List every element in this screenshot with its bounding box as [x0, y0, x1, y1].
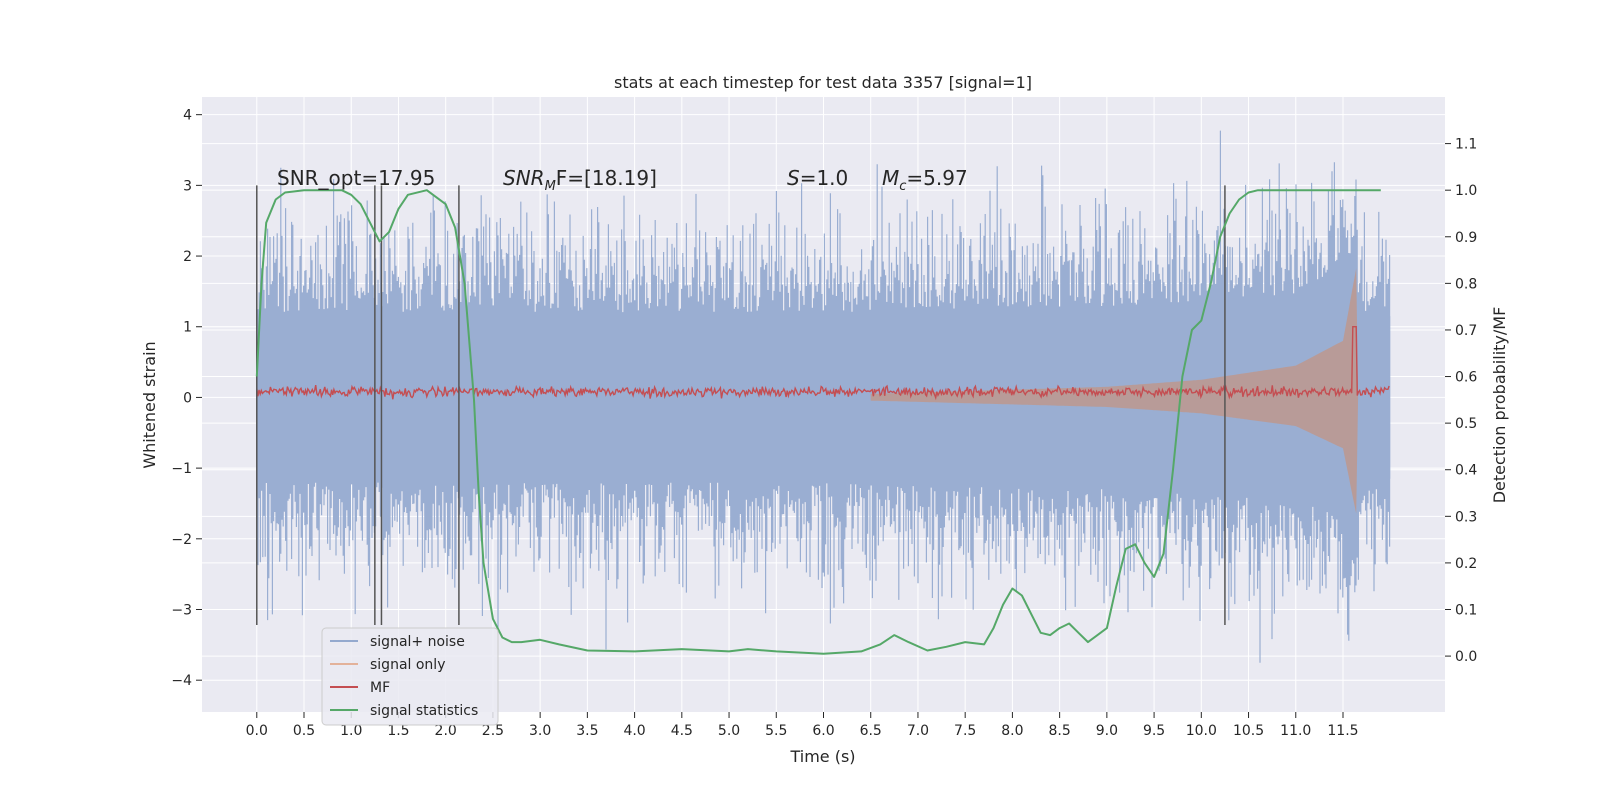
y-right-tick-label: 0.5	[1455, 416, 1477, 432]
y-tick-label: 3	[183, 178, 192, 194]
y-right-tick-label: 0.7	[1455, 323, 1477, 339]
signal-only-envelope	[870, 268, 1359, 514]
annotation-mc: Mc=5.97	[882, 166, 968, 194]
y-axis-ticks: 4 3 2 1 0 −1 −2 −3 −4	[171, 108, 202, 689]
legend-label-signal-only: signal only	[370, 657, 445, 673]
x-tick-label: 4.5	[671, 723, 693, 739]
y-tick-label: −3	[171, 603, 192, 619]
x-tick-label: 8.5	[1048, 723, 1070, 739]
x-tick-label: 6.5	[860, 723, 882, 739]
y-right-tick-label: 0.8	[1455, 276, 1477, 292]
x-tick-label: 6.0	[812, 723, 834, 739]
y-axis-right-ticks: 1.1 1.0 0.9 0.8 0.7 0.6 0.5 0.4 0.3 0.2 0.1 0.0	[1445, 137, 1477, 665]
x-tick-label: 2.0	[435, 723, 457, 739]
annotation-mc-sub: c	[899, 179, 906, 194]
legend-label-mf: MF	[370, 680, 390, 696]
annotation-mc-rest: =5.97	[906, 166, 967, 190]
legend: signal+ noise signal only MF signal stat…	[321, 627, 499, 726]
x-tick-label: 9.5	[1143, 723, 1165, 739]
y-tick-label: −4	[171, 673, 192, 689]
legend-box	[321, 627, 499, 726]
x-tick-label: 3.0	[529, 723, 551, 739]
y-tick-label: 1	[183, 320, 192, 336]
x-tick-label: 8.0	[1001, 723, 1023, 739]
y-right-tick-label: 0.4	[1455, 463, 1477, 479]
y-tick-label: −2	[171, 532, 192, 548]
x-tick-label: 10.5	[1233, 723, 1264, 739]
y-axis-right-label: Detection probability/MF	[1490, 307, 1509, 504]
signal-statistics-line	[255, 189, 1381, 655]
x-tick-label: 0.0	[246, 723, 268, 739]
x-tick-label: 11.0	[1280, 723, 1311, 739]
legend-label-signal-noise: signal+ noise	[370, 634, 465, 650]
x-tick-label: 1.5	[387, 723, 409, 739]
y-right-tick-label: 0.0	[1455, 649, 1477, 665]
annotation-mc-main: M	[882, 166, 899, 190]
x-tick-label: 1.0	[340, 723, 362, 739]
y-right-tick-label: 0.1	[1455, 603, 1477, 619]
y-tick-label: −1	[171, 461, 192, 477]
x-tick-label: 3.5	[576, 723, 598, 739]
chart-title: stats at each timestep for test data 335…	[614, 73, 1032, 92]
x-tick-label: 2.5	[482, 723, 504, 739]
y-right-tick-label: 1.1	[1455, 137, 1477, 153]
annotation-snr-mf-main: SNR	[503, 166, 545, 190]
y-tick-label: 4	[183, 108, 192, 124]
x-tick-label: 0.5	[293, 723, 315, 739]
x-tick-label: 5.0	[718, 723, 740, 739]
vertical-markers	[256, 185, 1226, 626]
series-mf	[256, 326, 1390, 401]
series-signal-only	[870, 268, 1359, 514]
x-tick-label: 5.5	[765, 723, 787, 739]
x-axis-ticks: 0.0 0.5 1.0 1.5 2.0 2.5 3.0 3.5 4.0 4.5 5.0 5.5 6.0 6…	[246, 712, 1359, 739]
annotation-snr-mf: SNRMF=[18.19]	[503, 166, 657, 194]
mf-line	[256, 326, 1390, 401]
annotation-snr-mf-sub: M	[545, 179, 556, 194]
annotation-s-rest: =1.0	[800, 166, 849, 190]
y-tick-label: 0	[183, 390, 192, 406]
y-right-tick-label: 1.0	[1455, 183, 1477, 199]
y-right-tick-label: 0.9	[1455, 230, 1477, 246]
x-tick-label: 11.5	[1327, 723, 1358, 739]
annotation-snr-opt: SNR_opt=17.95	[277, 166, 435, 190]
annotation-s: S=1.0	[787, 166, 848, 190]
x-tick-label: 9.0	[1096, 723, 1118, 739]
x-tick-label: 7.0	[907, 723, 929, 739]
y-right-tick-label: 0.3	[1455, 509, 1477, 525]
y-right-tick-label: 0.6	[1455, 370, 1477, 386]
x-tick-label: 4.0	[623, 723, 645, 739]
x-tick-label: 7.5	[954, 723, 976, 739]
x-axis-label: Time (s)	[789, 747, 855, 766]
x-tick-label: 10.0	[1186, 723, 1217, 739]
y-axis-label: Whitened strain	[140, 341, 159, 468]
annotation-snr-mf-rest: F=[18.19]	[556, 166, 657, 190]
y-right-tick-label: 0.2	[1455, 556, 1477, 572]
annotation-s-main: S	[787, 166, 800, 190]
legend-label-signal-statistics: signal statistics	[370, 703, 478, 719]
y-tick-label: 2	[183, 249, 192, 265]
series-signal-statistics	[255, 189, 1381, 655]
